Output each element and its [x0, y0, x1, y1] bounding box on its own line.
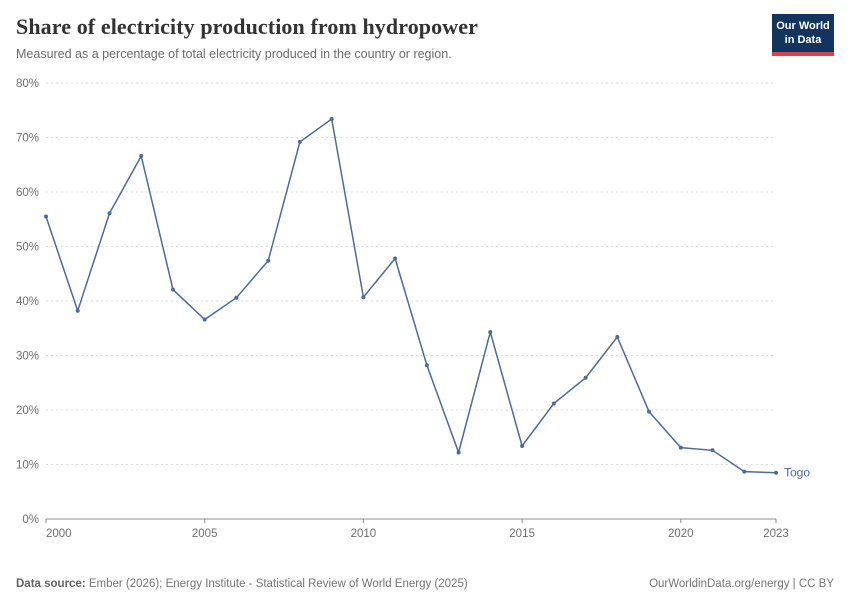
data-point[interactable]	[361, 295, 366, 300]
owid-logo-line2: in Data	[784, 34, 822, 47]
data-point[interactable]	[647, 409, 651, 414]
x-tick-label: 2020	[668, 528, 694, 540]
x-tick-label: 2015	[509, 528, 535, 540]
data-point[interactable]	[583, 375, 588, 380]
data-point[interactable]	[424, 363, 429, 368]
chart-title: Share of electricity production from hyd…	[16, 14, 478, 39]
x-tick-label: 2005	[192, 528, 218, 540]
header-text-block: Share of electricity production from hyd…	[16, 14, 478, 61]
series-line-togo[interactable]	[45, 117, 777, 474]
footer-source: Data source: Ember (2026); Energy Instit…	[16, 578, 468, 590]
data-point[interactable]	[615, 335, 620, 339]
line-chart-canvas[interactable]: 0% 10% 20% 30% 40% 50% 60% 70% 80% 2000 2005 2010 20…	[0, 67, 850, 545]
data-point[interactable]	[171, 287, 175, 292]
data-point[interactable]	[742, 469, 747, 474]
y-tick-label: 10%	[16, 460, 39, 472]
data-point[interactable]	[774, 470, 778, 475]
data-point[interactable]	[329, 117, 334, 121]
data-point[interactable]	[234, 295, 239, 300]
x-tick-label: 2023	[763, 528, 789, 540]
y-tick-label: 70%	[16, 133, 39, 145]
chart-header: Share of electricity production from hyd…	[0, 0, 850, 61]
data-point[interactable]	[520, 444, 525, 448]
y-tick-label: 60%	[16, 187, 39, 199]
footer-source-label: Data source:	[16, 578, 86, 590]
y-tick-label: 80%	[16, 78, 39, 90]
data-point[interactable]	[75, 308, 80, 313]
x-tick-label: 2010	[351, 528, 377, 540]
owid-logo-line1: Our World	[776, 20, 830, 32]
y-tick-label: 30%	[16, 351, 39, 363]
y-tick-label: 50%	[16, 242, 39, 254]
data-point[interactable]	[139, 154, 144, 158]
data-point[interactable]	[297, 139, 302, 144]
data-point[interactable]	[107, 211, 112, 216]
y-tick-label: 20%	[16, 405, 39, 417]
footer-attribution: OurWorldinData.org/energy | CC BY	[649, 578, 834, 590]
data-point[interactable]	[488, 330, 493, 335]
data-point[interactable]	[710, 448, 715, 453]
data-point[interactable]	[202, 317, 207, 322]
chart-subtitle: Measured as a percentage of total electr…	[16, 47, 452, 61]
y-tick-label: 40%	[16, 296, 39, 308]
chart-footer: Data source: Ember (2026); Energy Instit…	[0, 578, 850, 590]
data-point[interactable]	[266, 258, 271, 263]
x-tick-label: 2000	[46, 528, 72, 540]
data-point[interactable]	[393, 256, 398, 261]
series-end-label[interactable]: Togo	[784, 466, 810, 480]
data-point[interactable]	[456, 450, 461, 455]
chart-area: 0% 10% 20% 30% 40% 50% 60% 70% 80% 2000 2005 2010 20…	[0, 67, 850, 545]
owid-logo: Our World in Data	[772, 14, 834, 56]
y-tick-label: 0%	[22, 514, 39, 526]
owid-logo-text: Our World in Data	[772, 19, 834, 52]
data-point[interactable]	[551, 401, 556, 406]
data-point[interactable]	[678, 445, 683, 450]
footer-source-text: Ember (2026); Energy Institute - Statist…	[85, 578, 468, 590]
data-point[interactable]	[44, 214, 48, 219]
